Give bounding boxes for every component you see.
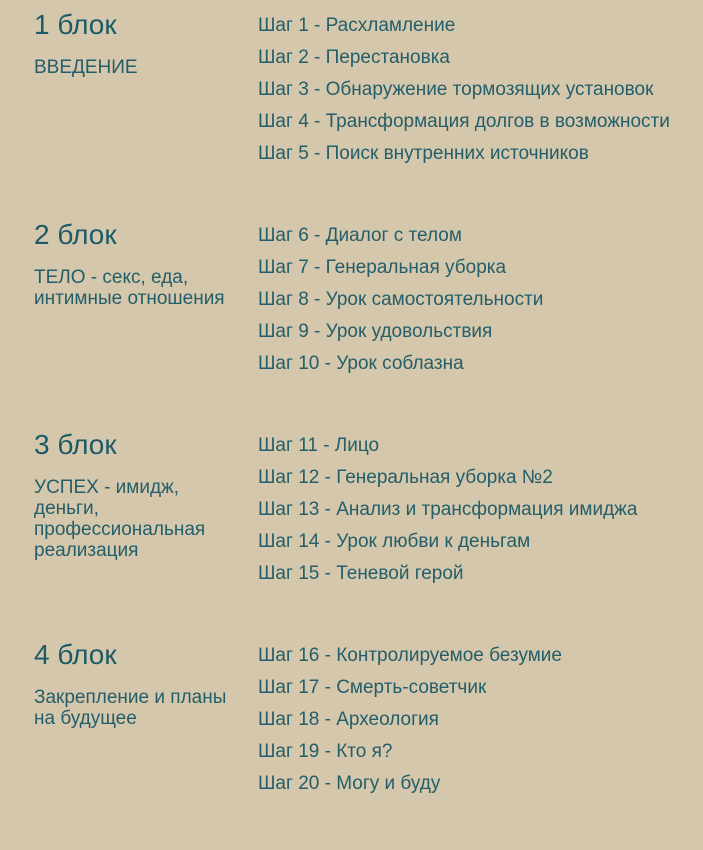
block-section-4: 4 блок Закрепление и планы на будущее Ша… xyxy=(0,640,703,850)
block-4-info: 4 блок Закрепление и планы на будущее xyxy=(0,640,258,850)
block-2-title: 2 блок xyxy=(34,219,117,250)
block-4-steps-list: Шаг 16 - Контролируемое безумие Шаг 17 -… xyxy=(258,640,703,850)
step-item-16: Шаг 16 - Контролируемое безумие xyxy=(258,645,562,666)
block-2-steps-list: Шаг 6 - Диалог с телом Шаг 7 - Генеральн… xyxy=(258,220,703,430)
block-section-2: 2 блок ТЕЛО - секс, еда, интимные отноше… xyxy=(0,220,703,430)
block-section-1: 1 блок ВВЕДЕНИЕ Шаг 1 - Расхламление Шаг… xyxy=(0,10,703,220)
block-3-info: 3 блок УСПЕХ - имидж, деньги, профессион… xyxy=(0,430,258,640)
block-1-info: 1 блок ВВЕДЕНИЕ xyxy=(0,10,258,220)
block-1-subtitle: ВВЕДЕНИЕ xyxy=(34,57,138,78)
block-1-steps-list: Шаг 1 - Расхламление Шаг 2 - Перестановк… xyxy=(258,10,703,220)
step-item-8: Шаг 8 - Урок самостоятельности xyxy=(258,289,544,310)
step-item-7: Шаг 7 - Генеральная уборка xyxy=(258,257,507,278)
block-1-title: 1 блок xyxy=(34,9,117,40)
step-item-14: Шаг 14 - Урок любви к деньгам xyxy=(258,531,531,552)
block-3-subtitle: УСПЕХ - имидж, деньги, профессиональная … xyxy=(34,477,206,561)
block-3-steps-list: Шаг 11 - Лицо Шаг 12 - Генеральная уборк… xyxy=(258,430,703,640)
block-section-3: 3 блок УСПЕХ - имидж, деньги, профессион… xyxy=(0,430,703,640)
block-3-title: 3 блок xyxy=(34,429,117,460)
step-item-19: Шаг 19 - Кто я? xyxy=(258,741,393,762)
block-4-subtitle: Закрепление и планы на будущее xyxy=(34,687,227,729)
block-2-subtitle: ТЕЛО - секс, еда, интимные отношения xyxy=(34,267,225,309)
step-item-2: Шаг 2 - Перестановка xyxy=(258,47,451,68)
step-item-17: Шаг 17 - Смерть-советчик xyxy=(258,677,487,698)
step-item-13: Шаг 13 - Анализ и трансформация имиджа xyxy=(258,499,638,520)
step-item-12: Шаг 12 - Генеральная уборка №2 xyxy=(258,467,553,488)
step-item-1: Шаг 1 - Расхламление xyxy=(258,15,456,36)
step-item-20: Шаг 20 - Могу и буду xyxy=(258,773,441,794)
step-item-9: Шаг 9 - Урок удовольствия xyxy=(258,321,493,342)
course-program-page: 1 блок ВВЕДЕНИЕ Шаг 1 - Расхламление Шаг… xyxy=(0,10,703,795)
step-item-4: Шаг 4 - Трансформация долгов в возможнос… xyxy=(258,111,670,132)
step-item-6: Шаг 6 - Диалог с телом xyxy=(258,225,462,246)
step-item-11: Шаг 11 - Лицо xyxy=(258,435,380,456)
block-2-info: 2 блок ТЕЛО - секс, еда, интимные отноше… xyxy=(0,220,258,430)
block-4-title: 4 блок xyxy=(34,639,117,670)
step-item-15: Шаг 15 - Теневой герой xyxy=(258,563,464,584)
step-item-18: Шаг 18 - Археология xyxy=(258,709,439,730)
step-item-3: Шаг 3 - Обнаружение тормозящих установок xyxy=(258,79,654,100)
step-item-10: Шаг 10 - Урок соблазна xyxy=(258,353,464,374)
step-item-5: Шаг 5 - Поиск внутренних источников xyxy=(258,143,589,164)
